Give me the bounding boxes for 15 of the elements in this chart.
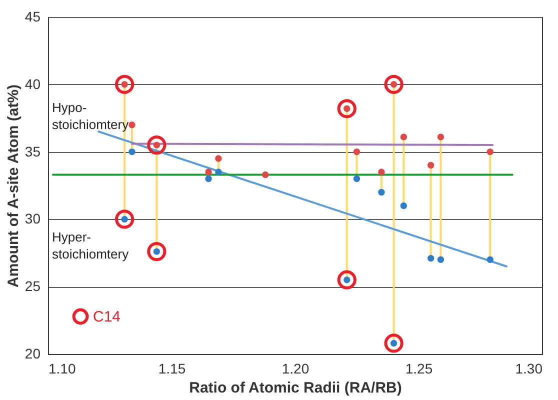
y-tick-label: 40 [24,76,41,92]
x-tick-label: 1.20 [282,360,310,376]
y-axis-title: Amount of A-site Atom (at%) [4,84,22,288]
x-axis-title: Ratio of Atomic Radii (RA/RB) [189,380,402,396]
x-tick-label: 1.30 [515,360,543,376]
y-tick-label: 30 [24,210,41,227]
legend-label: C14 [93,308,121,326]
x-tick-label: 1.10 [48,360,76,376]
y-tick-label: 35 [24,143,41,160]
y-tick-label: 20 [24,346,41,362]
x-tick-label: 1.25 [405,360,433,376]
y-tick-label: 25 [24,278,41,294]
annotation: Hyper- stoichiomtery [52,230,130,262]
x-tick-label: 1.15 [158,360,186,376]
y-tick-label: 45 [24,8,41,24]
